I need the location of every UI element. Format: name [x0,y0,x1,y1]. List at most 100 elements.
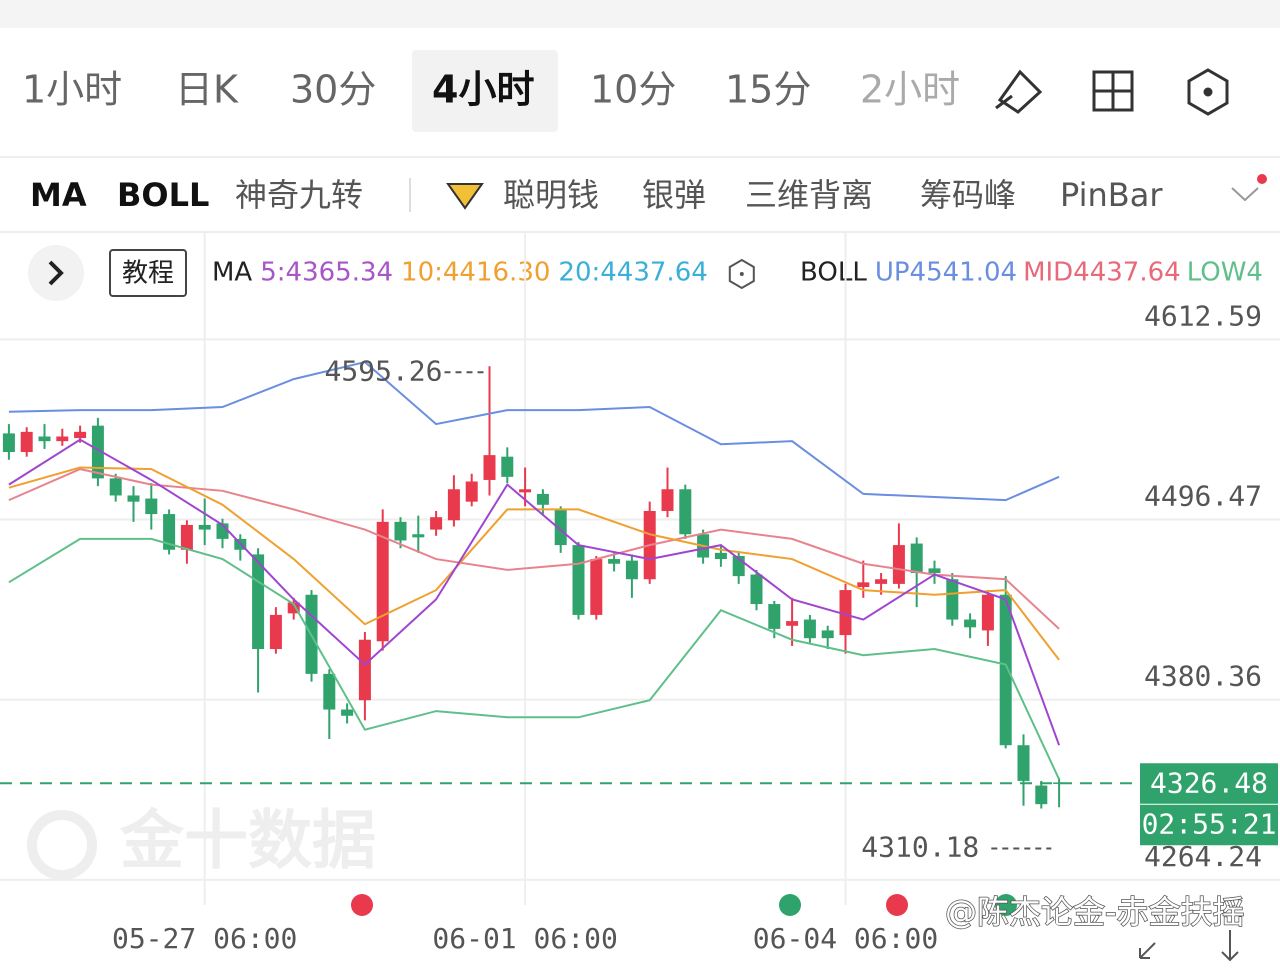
candle-body [1053,782,1066,784]
candle-body [875,579,888,584]
layout-icon-lines [1094,72,1132,110]
boll-value: UP4541.04 [875,258,1017,288]
draw-icon[interactable] [995,69,1043,114]
y-tick-label: 4612.59 [1144,299,1262,332]
tab[interactable]: 4小时 [432,68,534,112]
tab[interactable]: 30分 [290,68,376,112]
ma-value: 5:4365.34 [260,258,393,288]
ma-settings-icon [728,258,755,290]
candle-body [287,602,300,614]
candle-body [2,433,15,453]
ma-label: MA [212,258,252,288]
ma-value: 20:4437.64 [558,258,707,288]
candle-body [910,543,923,574]
candle-body [857,582,870,587]
candle-body [465,481,478,502]
x-tick-label: 06-04 06:00 [753,922,938,955]
indicator-tab[interactable]: 筹码峰 [920,176,1016,214]
y-tick-label: 4496.47 [1144,480,1262,513]
candle-body [145,498,158,515]
candle-body [341,709,354,716]
candle-body [323,673,336,710]
candle-body [679,489,692,535]
candle-body [394,521,407,541]
indicator-line [8,360,1060,502]
zoom-icons [1139,930,1239,962]
x-tick-label: 05-27 06:00 [112,922,297,955]
settings-icon[interactable] [1187,68,1229,116]
low-label: 4310.18 [861,831,979,864]
candle-body [750,574,763,605]
candle-body [198,524,211,530]
watermark: 金十数据 [119,805,376,879]
candle-body [946,579,959,620]
tab[interactable]: 15分 [725,68,811,112]
expand-button[interactable] [28,245,84,301]
expand-arrow[interactable] [1231,187,1259,202]
candle-body [483,455,496,480]
indicator-tab[interactable]: MA [30,176,87,214]
indicator-line [8,466,1060,661]
candle-body [1035,785,1048,805]
candle-body [519,489,532,493]
candle-body [269,614,282,650]
indicator-tab[interactable]: 银弹 [642,176,706,214]
candle-body [999,594,1012,746]
candle-body [821,630,834,639]
candle-body [572,545,585,615]
candle-body [163,514,176,550]
tab[interactable]: 2小时 [860,68,960,112]
candle-body [447,489,460,521]
status-strip [0,0,1280,28]
tab[interactable]: 1小时 [22,68,122,112]
tool-icons [995,68,1229,116]
x-tick-label: 06-01 06:00 [432,922,617,955]
candle-body [358,639,371,701]
candle-body [38,436,51,442]
candle-body [608,559,621,564]
tab[interactable]: 10分 [590,68,676,112]
candle-body [536,493,549,505]
signal-dot [351,894,373,916]
candle-body [1017,745,1030,781]
candle-body [20,431,33,453]
signal-dot [995,894,1017,916]
signal-dot [779,894,801,916]
indicator-values: MA 5:4365.34 10:4416.30 20:4437.64 BOLL UP454… [212,258,1263,290]
candle-body [839,590,852,636]
indicator-tab[interactable]: 聪明钱 [503,176,599,214]
candle-body [74,431,87,439]
candle-body [928,568,941,574]
candle-body [964,619,977,628]
candle-body [91,425,104,479]
candle-body [56,436,69,442]
boll-value: LOW4 [1187,258,1263,288]
candle-body [554,509,567,546]
y-tick-label: 4380.36 [1144,660,1262,693]
indicator-tab[interactable]: 神奇九转 [235,176,363,214]
candle-body [661,489,674,511]
candle-body [430,517,443,530]
tutorial-label: 教程 [122,259,174,289]
indicator-tab[interactable]: PinBar [1060,176,1163,214]
indicator-tab[interactable]: BOLL [117,176,209,214]
candle-body [180,524,193,550]
ma-value: 10:4416.30 [401,258,550,288]
watermark-logo [27,810,97,880]
indicator-line [8,438,1061,746]
tab[interactable]: 日K [175,68,239,112]
high-label: 4595.26 [325,354,443,387]
candle-body [892,545,905,584]
indicator-tabs: MA BOLL 神奇九转 聪明钱 银弹 三维背离 筹码峰 PinBar [30,176,1163,214]
indicator-tab[interactable]: 三维背离 [745,176,873,214]
signal-dot [886,894,908,916]
expand-chevron [48,260,64,286]
candle-body [590,559,603,615]
countdown: 02:55:21 [1142,807,1277,840]
candle-body [376,521,389,642]
candle-body [501,456,514,477]
candle-body [714,552,727,560]
candle-body [803,619,816,639]
tutorial-button[interactable] [109,249,187,297]
smart-money-icon [446,183,484,210]
